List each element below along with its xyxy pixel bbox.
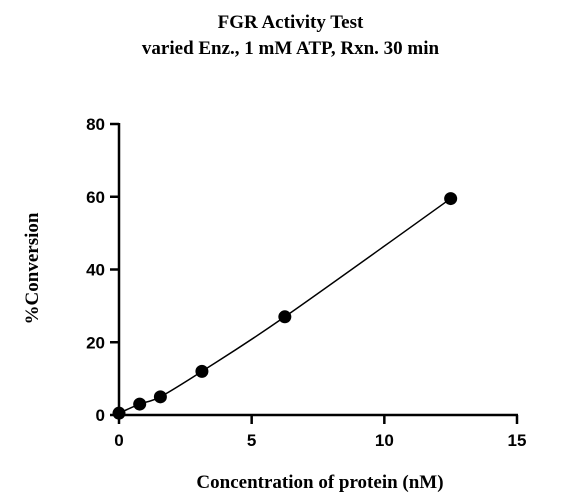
data-point [444, 192, 458, 206]
data-points [112, 192, 458, 420]
y-tick-label: 0 [96, 406, 105, 425]
chart-title: FGR Activity Test [217, 12, 364, 33]
y-axis-label: %Conversion [22, 212, 43, 324]
x-ticks: 0 5 10 15 [114, 415, 526, 450]
data-point [153, 390, 167, 404]
data-point [133, 397, 147, 411]
y-tick-label: 20 [86, 333, 105, 352]
x-tick-label: 15 [508, 431, 527, 450]
data-point [195, 364, 209, 378]
y-tick-label: 40 [86, 261, 105, 280]
x-tick-label: 0 [114, 431, 123, 450]
y-tick-label: 80 [86, 115, 105, 134]
series-fit-line [118, 197, 452, 414]
data-point [112, 406, 126, 420]
data-point [278, 310, 292, 324]
y-ticks: 0 20 40 60 80 [86, 115, 119, 425]
x-axis-label: Concentration of protein (nM) [196, 472, 443, 493]
x-tick-label: 10 [375, 431, 394, 450]
x-tick-label: 5 [247, 431, 256, 450]
y-tick-label: 60 [86, 188, 105, 207]
chart-subtitle: varied Enz., 1 mM ATP, Rxn. 30 min [141, 38, 440, 59]
